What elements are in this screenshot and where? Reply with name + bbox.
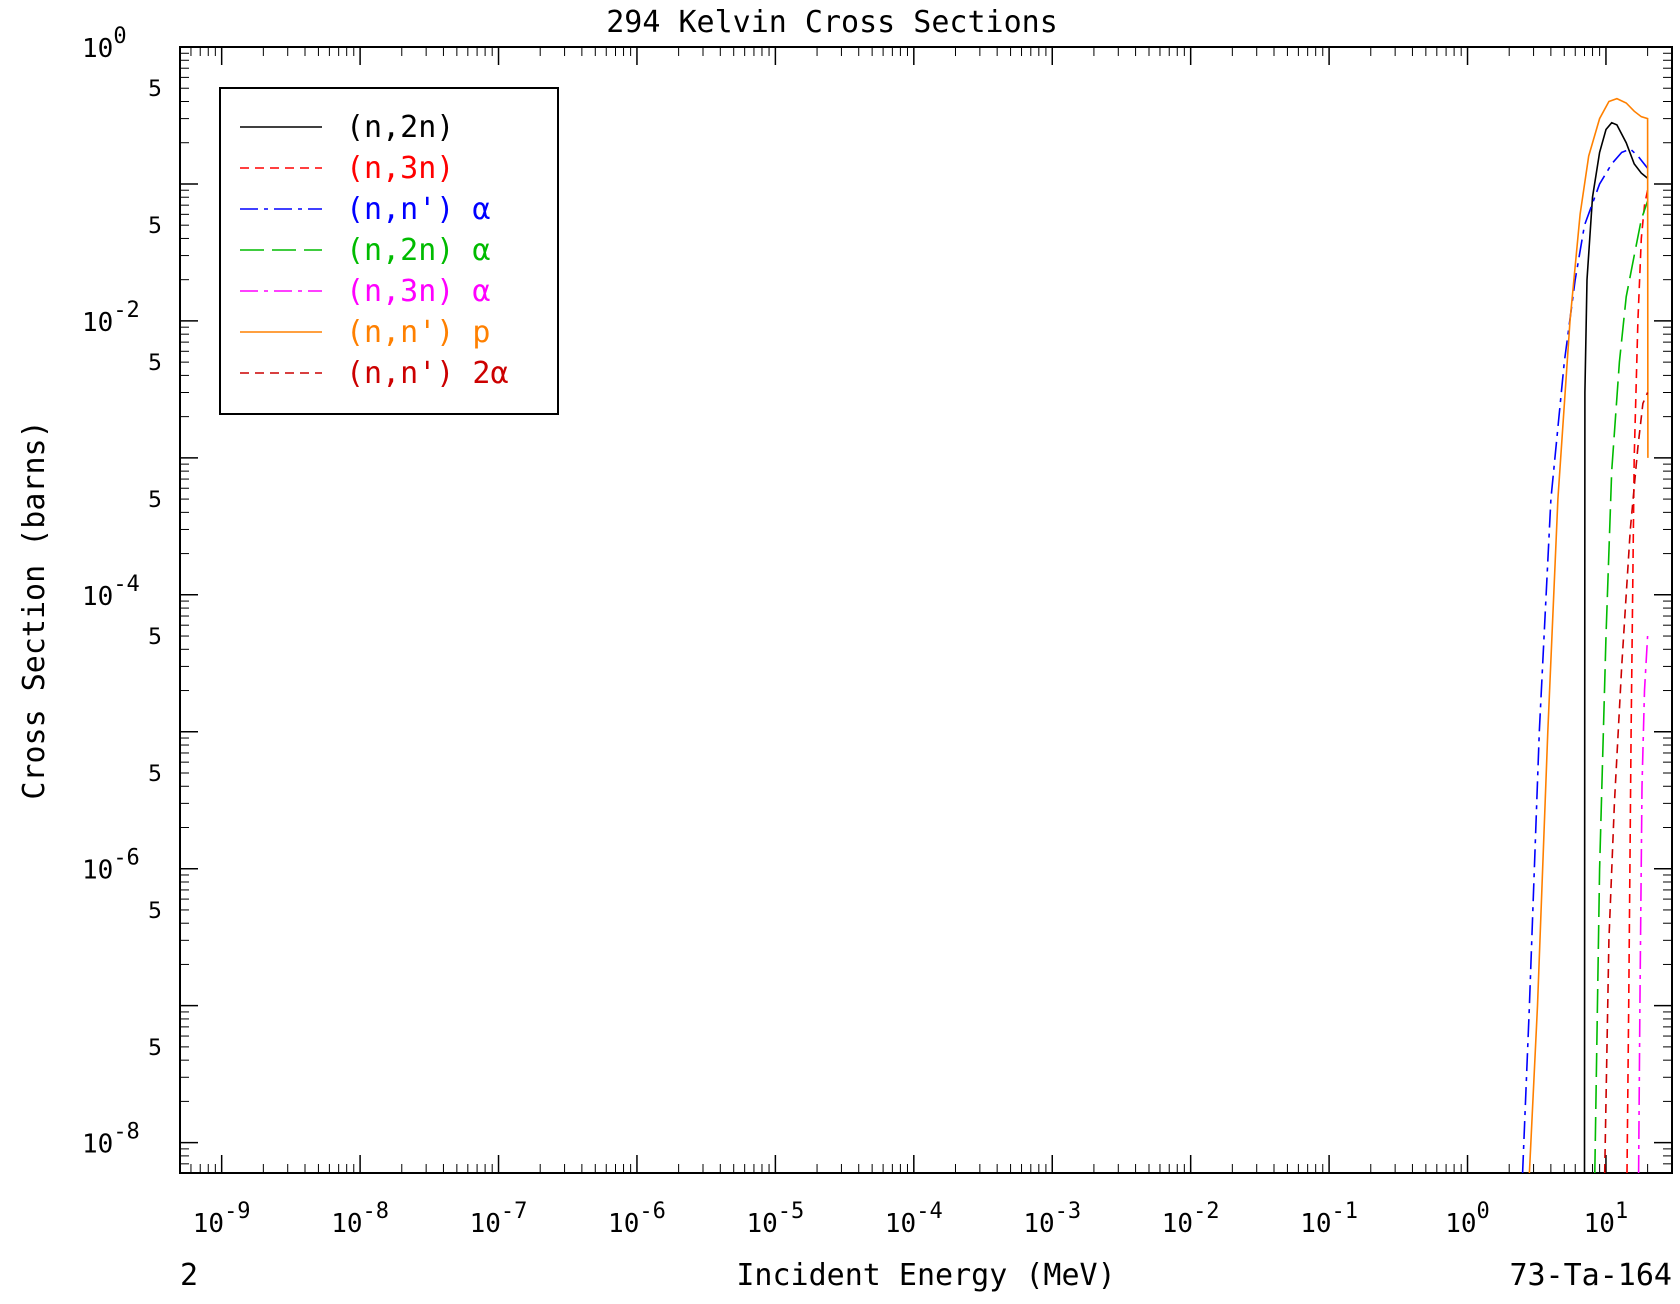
corner-right-label: 73-Ta-164 [1509, 1258, 1672, 1293]
y-minor-label: 5 [148, 1036, 162, 1061]
x-tick-label: 10-3 [1023, 1199, 1081, 1239]
y-tick-label: 10-2 [82, 298, 140, 338]
y-minor-label: 5 [148, 762, 162, 787]
y-axis-title: Cross Section (barns) [17, 420, 52, 799]
x-tick-label: 100 [1445, 1199, 1490, 1239]
y-minor-label: 5 [148, 77, 162, 102]
y-minor-label: 5 [148, 625, 162, 650]
legend-label: (n,3n) α [346, 274, 491, 309]
y-minor-label: 5 [148, 351, 162, 376]
legend-label: (n,2n) α [346, 233, 491, 268]
x-axis-title: Incident Energy (MeV) [736, 1258, 1115, 1293]
series-line [1594, 200, 1649, 1174]
x-tick-label: 10-8 [331, 1199, 389, 1239]
y-minor-label: 5 [148, 214, 162, 239]
y-minor-label: 5 [148, 488, 162, 513]
legend: (n,2n) (n,3n) (n,n') α (n,2n) α (n,3n) α (n,n… [219, 87, 559, 415]
x-tick-label: 10-7 [470, 1199, 528, 1239]
x-tick-label: 10-6 [608, 1199, 666, 1239]
series-line [1528, 97, 1649, 1174]
y-tick-label: 10-8 [82, 1120, 140, 1160]
axes-layer: 10-9 10-8 10-7 10-6 10-5 10-4 10-3 10-2 10-1 100 1… [82, 24, 1673, 1239]
y-tick-label: 10-4 [82, 572, 140, 612]
legend-label: (n,3n) [346, 151, 454, 186]
legend-label: (n,n') 2α [346, 356, 509, 391]
y-tick-label: 100 [82, 24, 127, 64]
legend-label: (n,n') p [346, 315, 491, 350]
chart-title: 294 Kelvin Cross Sections [606, 5, 1058, 40]
plot-frame [179, 46, 1673, 1174]
series-layer [1521, 97, 1649, 1174]
x-tick-label: 10-2 [1162, 1199, 1220, 1239]
series-line [1603, 392, 1649, 1174]
legend-box [219, 87, 559, 415]
y-tick-label: 10-6 [82, 846, 140, 886]
x-tick-label: 10-1 [1300, 1199, 1358, 1239]
legend-label: (n,n') α [346, 192, 491, 227]
y-minor-label: 5 [148, 899, 162, 924]
x-tick-label: 10-9 [193, 1199, 251, 1239]
corner-left-label: 2 [180, 1258, 198, 1293]
x-tick-label: 10-5 [746, 1199, 804, 1239]
series-line [1637, 635, 1649, 1174]
x-tick-label: 101 [1584, 1199, 1629, 1239]
legend-label: (n,2n) [346, 110, 454, 145]
series-line [1583, 121, 1649, 1174]
x-tick-label: 10-4 [885, 1199, 943, 1239]
